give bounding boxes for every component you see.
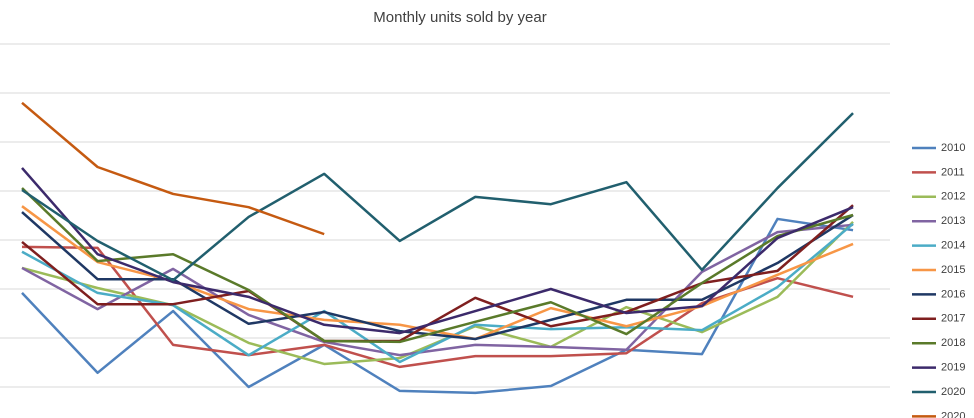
- legend-label: 2017: [941, 313, 965, 325]
- series-line: [21, 204, 854, 343]
- legend-label: 2013: [941, 215, 965, 227]
- legend-label: 2016: [941, 288, 965, 300]
- series-line: [21, 167, 854, 335]
- legend-label: 2020: [941, 410, 965, 418]
- series-line: [21, 101, 325, 236]
- legend-label: 2020: [941, 386, 965, 398]
- series-line: [21, 187, 854, 344]
- legend-label: 2012: [941, 191, 965, 203]
- legend-label: 2018: [941, 337, 965, 349]
- series-line: [21, 223, 854, 357]
- legend-label: 2019: [941, 362, 965, 374]
- series-line: [21, 217, 854, 395]
- legend-label: 2010: [941, 142, 965, 154]
- legend-label: 2015: [941, 264, 965, 276]
- series-line: [21, 112, 854, 282]
- series-line: [21, 245, 854, 369]
- chart-title: Monthly units sold by year: [373, 9, 546, 26]
- legend-label: 2011: [941, 166, 965, 178]
- legend-label: 2014: [941, 240, 965, 252]
